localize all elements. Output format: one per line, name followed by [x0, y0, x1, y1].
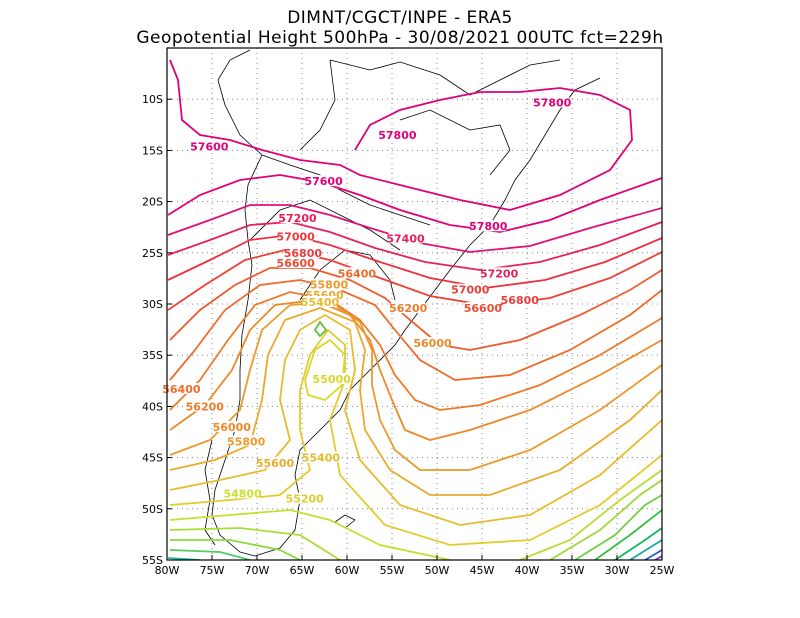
contour-label: 56600 — [464, 302, 503, 315]
contour-label-bg — [415, 336, 450, 348]
contour-label-bg — [314, 372, 349, 384]
y-tick-label: 50S — [142, 503, 163, 516]
contour-label-bg — [453, 283, 488, 295]
y-axis-ticks: 10S 15S 20S 25S 30S 35S 40S 45S 50S 55S — [142, 93, 172, 567]
contour-label-bg — [307, 288, 342, 300]
y-tick-label: 55S — [142, 554, 163, 567]
y-tick-label: 20S — [142, 196, 163, 209]
contour-label: 57000 — [277, 230, 316, 243]
contour-label-bg — [192, 140, 227, 152]
contour-label: 55800 — [310, 279, 349, 292]
contour-label-bg — [164, 383, 199, 395]
x-tick-label: 35W — [560, 564, 585, 577]
contour-label-bg — [482, 267, 517, 279]
contour-label-bg — [502, 293, 537, 305]
contour-label: 56800 — [501, 294, 540, 307]
contour-label-bg — [312, 278, 346, 290]
x-tick-label: 75W — [200, 564, 225, 577]
contour-label-bg — [380, 129, 415, 141]
contour-label-bg — [258, 456, 292, 468]
contour-label-bg — [278, 230, 313, 242]
x-tick-label: 25W — [650, 564, 675, 577]
contour-label: 55000 — [313, 373, 352, 386]
x-tick-label: 30W — [605, 564, 630, 577]
contour-label-bg — [303, 296, 337, 307]
contour-label: 57800 — [469, 220, 508, 233]
contour-label-bg — [285, 246, 320, 258]
y-tick-label: 45S — [142, 452, 163, 465]
contour-label-bg — [229, 435, 264, 447]
map-title-line1: DIMNT/CGCT/INPE - ERA5 — [287, 8, 513, 28]
contour-label-bg — [471, 220, 506, 232]
contour-label: 57200 — [480, 267, 519, 280]
contour-label-bg — [339, 267, 374, 279]
x-tick-label: 45W — [470, 564, 495, 577]
map-title-line2: Geopotential Height 500hPa - 30/08/2021 … — [136, 28, 664, 48]
contour-label: 55400 — [301, 296, 340, 309]
y-tick-label: 10S — [142, 93, 163, 106]
coastlines — [204, 49, 601, 557]
grid-lines — [167, 48, 662, 560]
contour-label-bg — [391, 302, 426, 314]
x-tick-label: 55W — [380, 564, 405, 577]
contour-label-bg — [306, 175, 341, 187]
contour-label: 55600 — [256, 457, 295, 470]
contour-label-bg — [280, 212, 315, 224]
y-tick-label: 15S — [142, 144, 163, 157]
contour-label: 56800 — [284, 247, 323, 260]
contour-label-bg — [214, 420, 249, 432]
contour-label: 56400 — [338, 267, 377, 280]
y-tick-label: 30S — [142, 298, 163, 311]
x-tick-label: 60W — [335, 564, 360, 577]
contour-label: 57600 — [190, 140, 229, 153]
contour-label-bg — [278, 257, 313, 269]
contour-label-bg — [287, 492, 322, 504]
y-tick-label: 25S — [142, 247, 163, 260]
x-tick-label: 70W — [245, 564, 270, 577]
contour-label: 56600 — [277, 257, 316, 270]
x-axis-ticks: 80W 75W 70W 65W 60W 55W 50W 45W 40W 35W 30W 25W — [155, 555, 675, 577]
contour-label: 56000 — [213, 421, 252, 434]
contour-label: 55800 — [227, 435, 266, 448]
contour-label: 56200 — [389, 302, 428, 315]
contour-label-group: 57800 57800 57800 57600 57600 57400 57200 57200… — [162, 96, 572, 506]
contour-label: 56000 — [413, 337, 452, 350]
contour-label-bg — [465, 302, 500, 314]
y-tick-label: 40S — [142, 400, 163, 413]
contour-label: 57200 — [278, 212, 317, 225]
x-tick-label: 50W — [425, 564, 450, 577]
contour-label-bg — [303, 451, 338, 463]
x-tick-label: 65W — [290, 564, 315, 577]
contour-label-bg — [388, 232, 423, 244]
x-tick-label: 40W — [515, 564, 540, 577]
contour-label: 57600 — [304, 175, 343, 188]
contour-label-bg — [225, 487, 260, 499]
x-tick-label: 80W — [155, 564, 180, 577]
contour-label: 55400 — [302, 452, 341, 465]
contour-label: 56400 — [162, 383, 201, 396]
y-tick-label: 35S — [142, 349, 163, 362]
contour-label: 57800 — [378, 129, 417, 142]
contour-label-bg — [535, 96, 570, 108]
contour-label: 57000 — [451, 284, 490, 297]
contour-label: 55200 — [286, 493, 325, 506]
contour-label: 54800 — [223, 487, 262, 500]
contour-label: 56200 — [186, 400, 225, 413]
contour-label: 57400 — [386, 233, 425, 246]
contour-label-bg — [187, 400, 222, 412]
contour-label: 57800 — [533, 96, 572, 109]
